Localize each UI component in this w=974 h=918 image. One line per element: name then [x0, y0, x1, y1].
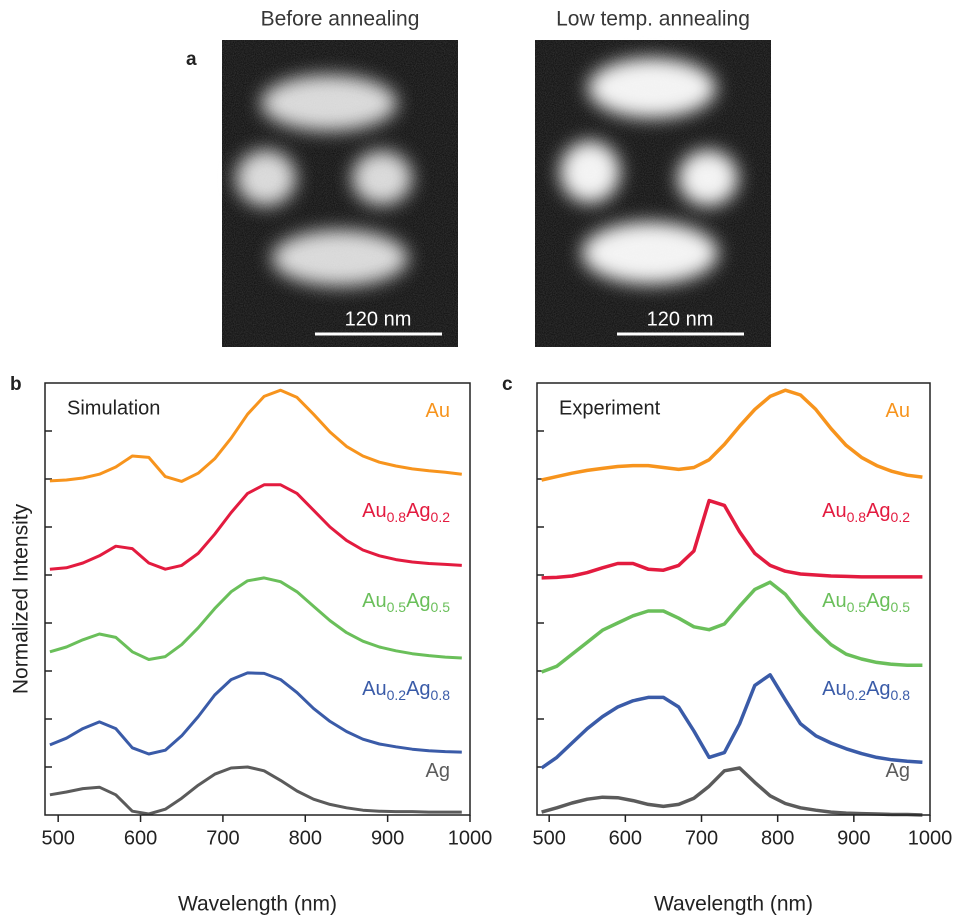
panel-title: Experiment	[559, 397, 661, 419]
panel-letter: a	[186, 49, 197, 70]
x-tick-label: 600	[609, 827, 642, 849]
line-series	[50, 578, 462, 660]
panel-letter: b	[10, 374, 22, 395]
panel-title: Simulation	[67, 397, 160, 419]
series-label: Au0.5Ag0.5	[362, 590, 450, 614]
line-series	[50, 485, 462, 569]
series-label: Au0.8Ag0.2	[822, 500, 910, 524]
line-series	[50, 767, 462, 814]
panel-letter: c	[502, 374, 513, 395]
x-axis-label: Wavelength (nm)	[178, 893, 337, 916]
series-label: Au0.2Ag0.8	[822, 678, 910, 702]
scale-label: 120 nm	[647, 308, 714, 330]
line-series	[50, 673, 462, 754]
series-label: Au	[886, 400, 910, 422]
series-label: Au0.5Ag0.5	[822, 590, 910, 614]
series-label: Ag	[886, 760, 910, 782]
x-tick-label: 700	[685, 827, 718, 849]
x-tick-label: 600	[124, 827, 157, 849]
x-tick-label: 1000	[448, 827, 493, 849]
x-tick-label: 700	[206, 827, 239, 849]
x-axis-label: Wavelength (nm)	[654, 893, 813, 916]
x-tick-label: 900	[371, 827, 404, 849]
x-tick-label: 900	[837, 827, 870, 849]
y-axis-label: Normalized Intensity	[10, 503, 33, 694]
series-label: Au0.8Ag0.2	[362, 500, 450, 524]
figure: a Before annealing Low temp. annealing 1…	[0, 0, 974, 918]
series-label: Au0.2Ag0.8	[362, 678, 450, 702]
image-title: Low temp. annealing	[556, 8, 750, 31]
series-label: Ag	[426, 760, 450, 782]
series-label: Au	[426, 400, 450, 422]
x-tick-label: 800	[289, 827, 322, 849]
image-title: Before annealing	[261, 8, 420, 31]
scale-label: 120 nm	[345, 308, 412, 330]
x-tick-label: 500	[532, 827, 565, 849]
tem-image: 120 nm	[535, 40, 771, 347]
tem-image: 120 nm	[222, 40, 458, 347]
x-tick-label: 500	[41, 827, 74, 849]
x-tick-label: 1000	[908, 827, 953, 849]
line-series	[542, 768, 923, 815]
x-tick-label: 800	[761, 827, 794, 849]
